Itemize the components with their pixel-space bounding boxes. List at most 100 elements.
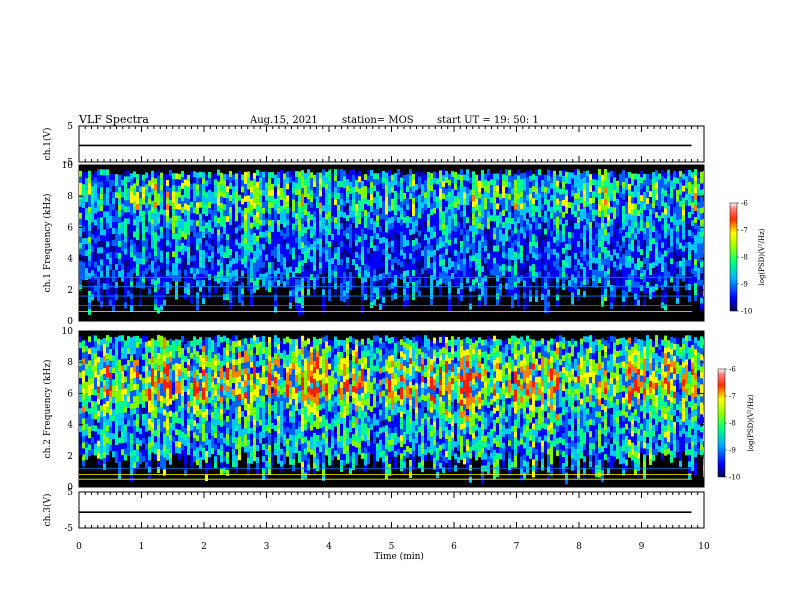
spectrogram-cell — [271, 195, 274, 202]
spectrogram-cell — [577, 265, 580, 272]
spectrogram-cell — [586, 278, 589, 285]
spectrogram-cell — [451, 225, 454, 232]
spectrogram-cell — [616, 174, 619, 181]
spectrogram-cell — [100, 247, 103, 254]
spectrogram-cell — [244, 267, 247, 274]
spectrogram-cell — [463, 192, 466, 199]
spectrogram-cell — [412, 209, 415, 216]
spectrogram-cell — [139, 446, 142, 453]
spectrogram-cell — [82, 412, 85, 419]
spectrogram-cell — [409, 205, 412, 212]
spectrogram-cell — [556, 186, 559, 193]
spectrogram-cell — [151, 380, 154, 387]
spectrogram-cell — [220, 202, 223, 209]
spectrogram-cell — [475, 222, 478, 229]
spectrogram-cell — [463, 222, 466, 229]
spectrogram-cell — [91, 288, 94, 295]
spectrogram-cell — [469, 207, 472, 214]
spectrogram-cell — [247, 213, 250, 220]
spectrogram-cell — [658, 257, 661, 264]
spectrogram-cell — [571, 172, 574, 179]
spectrogram-cell — [352, 205, 355, 212]
spectrogram-cell — [310, 280, 313, 287]
spectrogram-cell — [295, 171, 298, 178]
spectrogram-cell — [142, 383, 145, 390]
spectrogram-cell — [664, 208, 667, 215]
spectrogram-cell — [247, 261, 250, 268]
spectrogram-cell — [658, 239, 661, 246]
spectrogram-cell — [127, 212, 130, 219]
spectrogram-cell — [163, 367, 166, 374]
spectrogram-cell — [220, 274, 223, 281]
spectrogram-cell — [463, 216, 466, 223]
spectrogram-cell — [589, 270, 592, 277]
spectrogram-cell — [118, 467, 121, 474]
spectrogram-cell — [148, 376, 151, 383]
spectrogram-cell — [652, 238, 655, 245]
spectrogram-cell — [484, 179, 487, 186]
spectrogram-cell — [427, 243, 430, 250]
spectrogram-cell — [166, 186, 169, 193]
spectrogram-cell — [187, 210, 190, 217]
spectrogram-cell — [109, 203, 112, 210]
spectrogram-cell — [478, 252, 481, 259]
spectrogram-cell — [403, 246, 406, 253]
spectrogram-cell — [127, 360, 130, 367]
spectrogram-cell — [91, 365, 94, 372]
spectrogram-cell — [136, 204, 139, 211]
spectrogram-cell — [145, 341, 148, 348]
spectrogram-cell — [94, 383, 97, 390]
spectrogram-cell — [127, 278, 130, 285]
spectrogram-cell — [475, 258, 478, 265]
spectrogram-cell — [448, 263, 451, 270]
spectrogram-cell — [148, 472, 151, 479]
spectrogram-cell — [250, 186, 253, 193]
spectrogram-cell — [349, 253, 352, 260]
spectrogram-cell — [568, 268, 571, 275]
spectrogram-cell — [166, 340, 169, 347]
spectrogram-cell — [112, 415, 115, 422]
spectrogram-cell — [280, 169, 283, 176]
spectrogram-cell — [88, 378, 91, 385]
spectrogram-cell — [520, 221, 523, 228]
spectrogram-cell — [484, 221, 487, 228]
spectrogram-cell — [562, 247, 565, 254]
spectrogram-cell — [232, 180, 235, 187]
spectrogram-cell — [172, 400, 175, 407]
spectrogram-cell — [130, 239, 133, 246]
spectrogram-cell — [367, 217, 370, 224]
spectrogram-cell — [115, 234, 118, 241]
spectrogram-cell — [685, 230, 688, 237]
spectrogram-cell — [406, 258, 409, 265]
spectrogram-cell — [610, 284, 613, 291]
spectrogram-cell — [508, 289, 511, 296]
spectrogram-cell — [400, 267, 403, 274]
spectrogram-cell — [175, 269, 178, 276]
spectrogram-cell — [391, 174, 394, 181]
spectrogram-cell — [703, 284, 704, 291]
spectrogram-cell — [364, 282, 367, 289]
spectrogram-cell — [460, 259, 463, 266]
spectrogram-cell — [361, 282, 364, 289]
spectrogram-cell — [91, 186, 94, 193]
spectrogram-cell — [187, 282, 190, 289]
spectrogram-cell — [637, 210, 640, 217]
spectrogram-cell — [136, 461, 139, 468]
spectrogram-cell — [175, 215, 178, 222]
spectrogram-cell — [226, 204, 229, 211]
spectrogram-cell — [277, 237, 280, 244]
spectrogram-cell — [196, 250, 199, 257]
spectrogram-cell — [562, 175, 565, 182]
spectrogram-cell — [145, 202, 148, 209]
spectrogram-cell — [85, 357, 88, 364]
spectrogram-cell — [532, 264, 535, 271]
spectrogram-cell — [139, 428, 142, 435]
spectrogram-cell — [532, 276, 535, 283]
spectrogram-cell — [187, 288, 190, 295]
spectrogram-cell — [526, 224, 529, 231]
spectrogram-cell — [535, 230, 538, 237]
spectrogram-cell — [229, 182, 232, 189]
spectrogram-cell — [121, 407, 124, 414]
spectrogram-cell — [370, 188, 373, 195]
spectrogram-cell — [142, 222, 145, 229]
